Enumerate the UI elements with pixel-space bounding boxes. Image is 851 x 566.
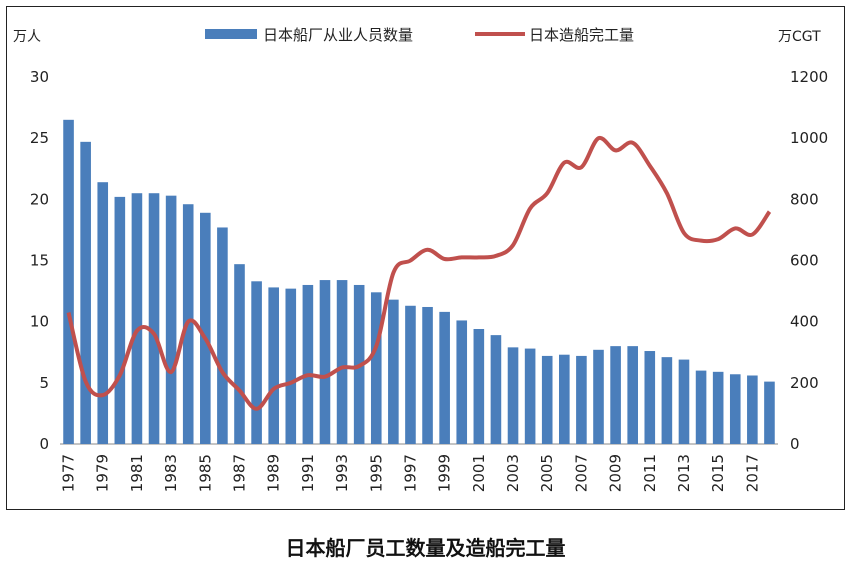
left-tick-label: 5 — [39, 374, 49, 392]
employee-bar — [302, 284, 314, 444]
legend-bar-label: 日本船厂从业人员数量 — [263, 26, 413, 44]
employee-bar — [165, 195, 177, 444]
employee-bar — [251, 281, 262, 444]
employee-bar — [422, 306, 433, 444]
legend: 日本船厂从业人员数量 日本造船完工量 — [205, 26, 634, 44]
x-tick-label: 1981 — [128, 454, 146, 492]
left-tick-label: 30 — [30, 68, 49, 86]
x-tick-label: 2011 — [641, 454, 659, 492]
chart-svg: 日本船厂从业人员数量 日本造船完工量 万人 万CGT 051015202530 … — [13, 26, 828, 492]
employee-bar — [610, 346, 621, 444]
employee-bar — [593, 349, 604, 444]
x-tick-label: 1979 — [94, 454, 112, 492]
x-tick-label: 2003 — [504, 454, 522, 492]
legend-bar-swatch — [205, 29, 257, 39]
right-tick-label: 400 — [790, 313, 819, 331]
completion-line — [66, 135, 772, 411]
x-axis-ticks: 1977 1979 1981 1983 1985 1987 1989 1991 1993 1995… — [60, 454, 762, 492]
employee-bar — [473, 329, 485, 444]
employee-bar — [627, 346, 638, 444]
figure-caption: 日本船厂员工数量及造船完工量 — [285, 536, 566, 560]
employee-bar — [439, 311, 450, 444]
employee-bar — [405, 305, 416, 444]
left-axis-unit: 万人 — [13, 29, 41, 45]
x-tick-label: 2001 — [470, 454, 488, 492]
left-tick-label: 20 — [30, 190, 49, 208]
employee-bar — [559, 354, 570, 444]
employee-bar — [524, 348, 536, 444]
employee-bar — [97, 182, 109, 444]
employee-bar — [678, 359, 690, 444]
right-tick-label: 600 — [790, 252, 819, 270]
right-tick-label: 1000 — [790, 129, 828, 147]
chart-frame: 日本船厂从业人员数量 日本造船完工量 万人 万CGT 0 5 10 15 20 25 30 … — [6, 6, 845, 510]
x-tick-label: 2009 — [607, 454, 625, 492]
x-tick-label: 1997 — [401, 454, 419, 492]
left-tick-label: 25 — [30, 129, 49, 147]
right-axis-ticks: 0 200 400 600 800 1000 1200 — [790, 68, 828, 453]
employee-bar — [712, 371, 724, 444]
x-tick-label: 2005 — [538, 454, 556, 492]
x-tick-label: 1983 — [162, 454, 180, 492]
employee-bar — [456, 320, 468, 444]
employee-bar — [200, 212, 211, 444]
left-tick-label: 0 — [39, 435, 49, 453]
employee-bar — [268, 287, 279, 444]
employee-bar — [63, 119, 74, 445]
right-tick-label: 800 — [790, 190, 819, 208]
employee-bar — [747, 375, 758, 444]
employee-bar — [644, 351, 656, 444]
employee-bar — [661, 357, 673, 444]
employee-bar — [388, 299, 399, 444]
x-tick-label: 1989 — [265, 454, 283, 492]
line-series — [66, 135, 772, 411]
x-tick-label: 2017 — [743, 454, 761, 492]
employee-bar — [729, 374, 741, 444]
x-tick-label: 2015 — [709, 454, 727, 492]
employee-bar — [541, 355, 553, 444]
employee-bar — [336, 280, 348, 444]
x-tick-label: 1999 — [436, 454, 454, 492]
legend-line-label: 日本造船完工量 — [529, 26, 634, 44]
employee-bar — [490, 335, 502, 444]
employee-bar — [507, 347, 519, 444]
x-tick-label: 1991 — [299, 454, 317, 492]
right-axis-unit: 万CGT — [778, 29, 821, 45]
left-tick-label: 15 — [30, 252, 49, 270]
right-tick-label: 200 — [790, 374, 819, 392]
employee-bar — [695, 370, 707, 444]
x-tick-label: 1987 — [231, 454, 249, 492]
right-tick-label: 0 — [790, 435, 800, 453]
employee-bar — [131, 193, 143, 444]
x-tick-label: 1977 — [60, 454, 78, 492]
right-tick-label: 1200 — [790, 68, 828, 86]
x-tick-label: 2013 — [675, 454, 693, 492]
left-tick-label: 10 — [30, 313, 49, 331]
employee-bar — [370, 292, 382, 444]
employee-bar — [114, 196, 126, 444]
employee-bar — [80, 141, 91, 444]
employee-bar — [217, 227, 228, 444]
x-tick-label: 2007 — [572, 454, 590, 492]
employee-bar — [319, 280, 331, 444]
x-tick-label: 1995 — [367, 454, 385, 492]
employee-bar — [285, 288, 297, 444]
left-axis-ticks: 0 5 10 15 20 25 30 — [30, 68, 49, 453]
x-tick-label: 1993 — [333, 454, 351, 492]
bar-series — [63, 119, 775, 445]
employee-bar — [576, 355, 587, 444]
employee-bar — [764, 381, 775, 444]
employee-bar — [234, 264, 245, 444]
employee-bar — [148, 193, 160, 444]
x-tick-label: 1985 — [196, 454, 214, 492]
